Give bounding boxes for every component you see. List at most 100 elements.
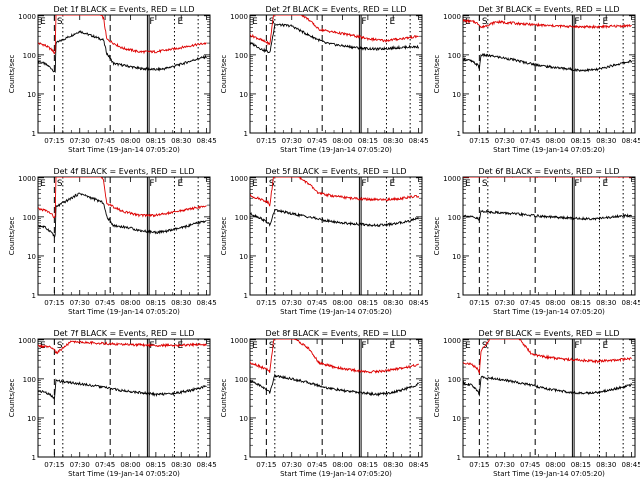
marker-end-right: E [389, 341, 395, 351]
x-tick-label: 07:15 [44, 137, 64, 145]
events-series-line [463, 375, 633, 397]
marker-flare: F [361, 341, 366, 351]
y-tick-label: 10 [27, 253, 36, 261]
x-tick-label: 08:15 [571, 299, 591, 307]
x-tick-label: 08:45 [197, 299, 217, 307]
y-tick-label: 1000 [230, 13, 248, 21]
panel-title: Det 3f BLACK = Events, RED = LLD [478, 5, 619, 14]
x-tick-label: 08:30 [596, 461, 616, 469]
x-tick-label: 07:30 [495, 461, 515, 469]
events-series-line [463, 209, 632, 221]
panel-title: Det 9f BLACK = Events, RED = LLD [478, 329, 619, 338]
x-axis-label: Start Time (19-Jan-14 07:05:20) [493, 470, 605, 478]
detector-panel-8: Det 8f BLACK = Events, RED = LLD 1 10 100 10… [220, 329, 429, 478]
y-tick-label: 1000 [18, 175, 36, 183]
x-axis-label: Start Time (19-Jan-14 07:05:20) [68, 146, 180, 154]
panel-title: Det 2f BLACK = Events, RED = LLD [265, 5, 406, 14]
marker-flare: F [574, 179, 579, 189]
plot-frame [249, 14, 423, 134]
lld-series-line [250, 339, 419, 374]
marker-end-right: E [389, 17, 395, 27]
events-series-line [463, 52, 633, 73]
marker-end-right: E [602, 179, 608, 189]
y-tick-label: 100 [23, 214, 36, 222]
x-tick-label: 08:00 [332, 461, 352, 469]
x-tick-label: 07:45 [520, 299, 540, 307]
series-group [463, 339, 633, 397]
marker-end-right: E [177, 17, 183, 27]
marker-end-right: E [602, 17, 608, 27]
x-tick-label: 08:00 [332, 137, 352, 145]
marker-start: S [57, 179, 63, 189]
detector-panel-1: Det 1f BLACK = Events, RED = LLD 1 10 100 10… [8, 5, 217, 154]
x-tick-label: 08:00 [332, 299, 352, 307]
y-tick-label: 100 [448, 376, 461, 384]
y-axis-label: Counts/sec [8, 55, 16, 94]
detector-panel-4: Det 4f BLACK = Events, RED = LLD 1 10 100 10… [8, 167, 217, 316]
lld-series-line [38, 15, 207, 55]
marker-flare: F [361, 17, 366, 27]
plot-frame [462, 338, 636, 458]
y-tick-label: 10 [239, 253, 248, 261]
panel-title: Det 1f BLACK = Events, RED = LLD [53, 5, 194, 14]
marker-end-left: E [252, 341, 258, 351]
panel-title: Det 5f BLACK = Events, RED = LLD [265, 167, 406, 176]
x-tick-label: 08:45 [622, 137, 640, 145]
x-tick-label: 07:45 [95, 299, 115, 307]
x-tick-label: 08:45 [197, 137, 217, 145]
marker-end-left: E [252, 17, 258, 27]
plot-frame [462, 176, 636, 296]
marker-flare: F [149, 341, 154, 351]
x-tick-label: 08:30 [171, 137, 191, 145]
plot-frame [37, 176, 211, 296]
x-tick-label: 08:15 [146, 137, 166, 145]
panel-title: Det 7f BLACK = Events, RED = LLD [53, 329, 194, 338]
y-axis-label: Counts/sec [220, 217, 228, 256]
plot-frame [37, 338, 211, 458]
x-tick-label: 07:45 [520, 461, 540, 469]
x-tick-label: 08:30 [171, 299, 191, 307]
x-tick-label: 08:30 [383, 137, 403, 145]
series-group [463, 177, 632, 221]
detector-panel-2: Det 2f BLACK = Events, RED = LLD 1 10 100 10… [220, 5, 429, 154]
x-tick-label: 07:45 [307, 299, 327, 307]
y-tick-label: 10 [452, 253, 461, 261]
x-tick-label: 08:15 [571, 461, 591, 469]
x-tick-label: 08:15 [358, 461, 378, 469]
marker-flare: F [574, 341, 579, 351]
detector-panel-7: Det 7f BLACK = Events, RED = LLD 1 10 100 10… [8, 329, 217, 478]
y-tick-label: 1 [244, 130, 248, 138]
y-axis-label: Counts/sec [8, 379, 16, 418]
marker-end-right: E [389, 179, 395, 189]
x-tick-label: 07:45 [95, 137, 115, 145]
x-tick-label: 08:45 [197, 461, 217, 469]
y-axis-label: Counts/sec [220, 55, 228, 94]
y-axis-label: Counts/sec [8, 217, 16, 256]
x-tick-label: 08:30 [171, 461, 191, 469]
events-series-line [250, 208, 420, 228]
y-tick-label: 10 [27, 91, 36, 99]
x-tick-label: 07:15 [256, 137, 276, 145]
x-tick-label: 07:45 [95, 461, 115, 469]
x-tick-label: 07:15 [44, 299, 64, 307]
x-tick-label: 07:15 [469, 137, 489, 145]
x-axis-label: Start Time (19-Jan-14 07:05:20) [280, 308, 392, 316]
marker-end-right: E [177, 179, 183, 189]
lld-series-line [463, 18, 632, 30]
marker-start: S [482, 17, 488, 27]
y-tick-label: 1000 [443, 13, 461, 21]
x-tick-label: 08:00 [545, 299, 565, 307]
series-group [38, 15, 208, 73]
y-axis-label: Counts/sec [220, 379, 228, 418]
x-axis-label: Start Time (19-Jan-14 07:05:20) [68, 470, 180, 478]
marker-end-right: E [602, 341, 608, 351]
x-axis-label: Start Time (19-Jan-14 07:05:20) [493, 308, 605, 316]
x-tick-label: 07:15 [44, 461, 64, 469]
lld-series-line [463, 339, 632, 375]
x-tick-label: 08:15 [146, 299, 166, 307]
x-tick-label: 07:15 [256, 461, 276, 469]
panel-title: Det 4f BLACK = Events, RED = LLD [53, 167, 194, 176]
x-tick-label: 07:30 [282, 461, 302, 469]
x-tick-label: 07:30 [495, 137, 515, 145]
